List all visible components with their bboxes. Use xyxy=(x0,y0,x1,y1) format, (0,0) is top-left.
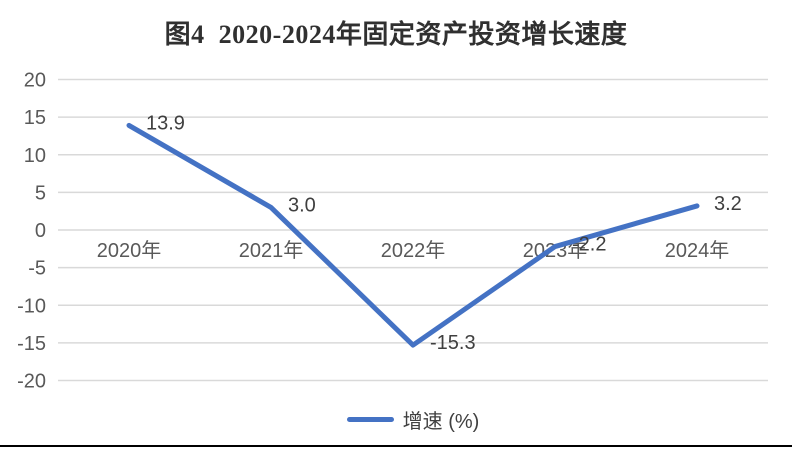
y-axis-tick-labels: 20 15 10 5 0 -5 -10 -15 -20 xyxy=(17,70,46,393)
data-label: 13.9 xyxy=(146,112,185,134)
y-tick-label: -5 xyxy=(28,258,46,280)
data-labels: 13.9 3.0 -15.3 -2.2 3.2 xyxy=(146,112,742,354)
legend-line-marker xyxy=(346,416,394,422)
x-category-label: 2022年 xyxy=(381,239,446,262)
legend-series-label: 增速 (%) xyxy=(402,410,480,433)
y-tick-label: 15 xyxy=(24,107,46,129)
x-category-label: 2021年 xyxy=(239,239,304,262)
y-tick-label: 20 xyxy=(24,70,46,92)
data-label: 3.0 xyxy=(288,194,316,216)
chart-legend: 增速 (%) xyxy=(58,406,768,433)
y-tick-label: -15 xyxy=(17,333,46,355)
y-tick-label: -10 xyxy=(17,295,46,317)
x-category-label: 2024年 xyxy=(665,239,730,262)
data-label: -15.3 xyxy=(430,332,476,354)
chart-title: 图4 2020-2024年固定资产投资增长速度 xyxy=(164,20,628,49)
series-line-growth-rate xyxy=(126,122,700,348)
y-tick-label: -20 xyxy=(17,371,46,393)
y-tick-label: 0 xyxy=(35,220,46,242)
x-axis-category-labels: 2020年 2021年 2022年 2023年 2024年 xyxy=(97,239,730,262)
bottom-divider-line xyxy=(0,445,792,447)
y-tick-label: 5 xyxy=(35,182,46,204)
x-category-label: 2020年 xyxy=(97,239,162,262)
data-label: 3.2 xyxy=(714,193,742,215)
data-label: -2.2 xyxy=(572,234,606,256)
y-tick-label: 10 xyxy=(24,145,46,167)
